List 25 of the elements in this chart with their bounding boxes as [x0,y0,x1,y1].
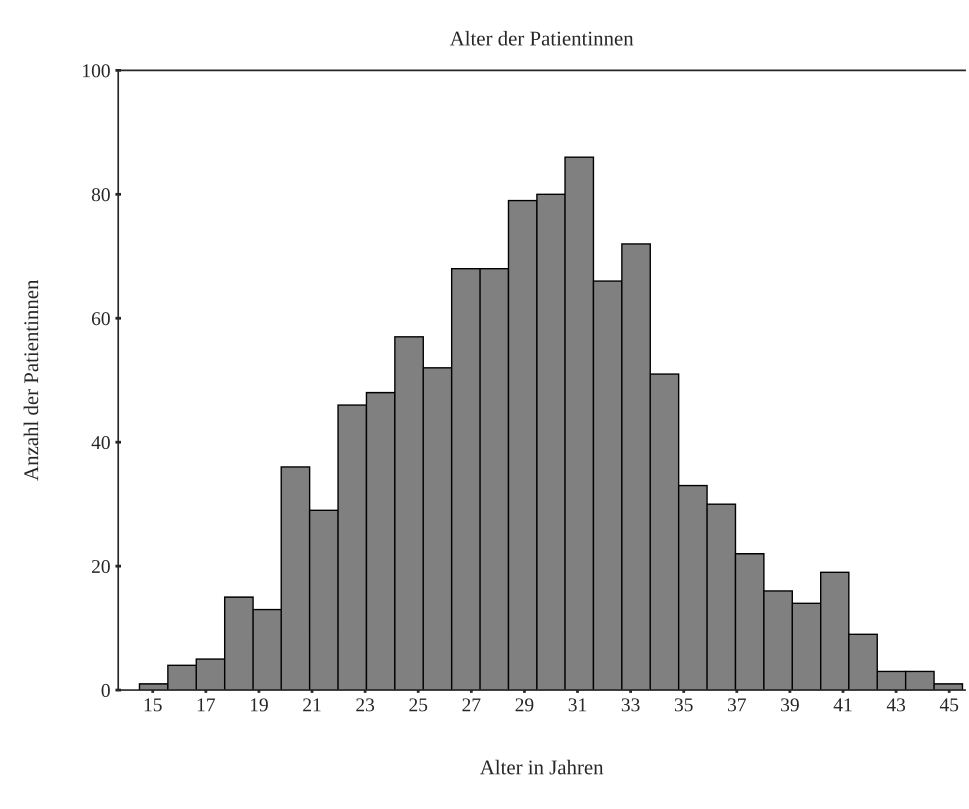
y-tick-label: 20 [92,560,110,574]
x-tick-label: 37 [728,698,746,712]
y-tick-label: 100 [83,64,110,78]
y-axis-title: Anzahl der Patientinnen [24,280,38,481]
x-tick-label: 19 [250,698,268,712]
x-tick-label: 29 [516,698,534,712]
x-tick-label: 41 [834,698,852,712]
y-tick-label: 40 [92,436,110,450]
x-tick-label: 17 [198,698,215,712]
x-tick-label: 39 [781,698,799,712]
x-tick-label: 45 [940,698,958,712]
y-tick-label: 80 [92,188,110,202]
x-axis-title: Alter in Jahren [480,760,604,774]
x-tick-label: 27 [462,698,480,712]
y-tick-label: 60 [92,312,110,326]
x-tick-label: 35 [674,698,693,712]
x-tick-label: 25 [409,698,428,712]
x-tick-label: 21 [303,698,321,712]
x-tick-label: 33 [622,698,640,712]
x-tick-label: 31 [568,698,586,712]
x-tick-label: 23 [356,698,374,712]
y-tick-label: 0 [102,684,110,698]
chart-title: Alter der Patientinnen [450,30,634,46]
x-tick-label: 43 [886,698,906,712]
x-tick-label: 15 [144,698,162,712]
